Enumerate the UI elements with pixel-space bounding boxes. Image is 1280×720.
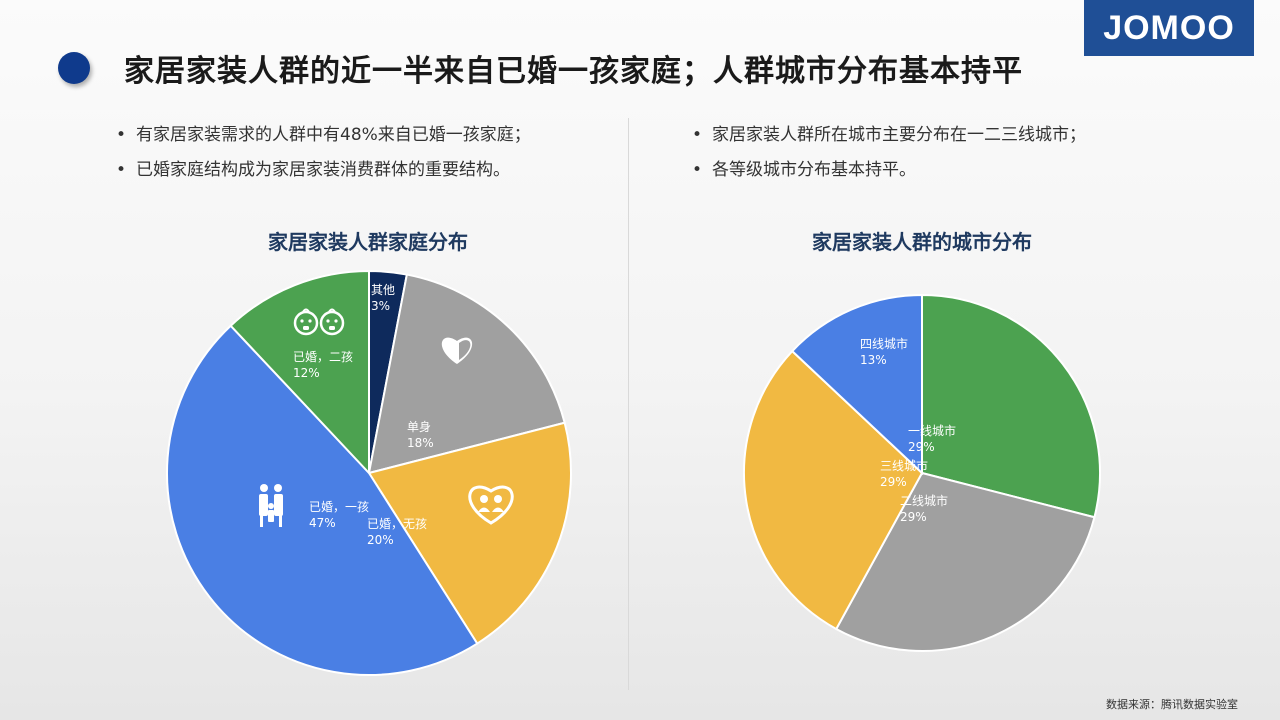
left-bullet-1: 有家居家装需求的人群中有48%来自已婚一孩家庭； bbox=[116, 118, 531, 153]
left-bullet-2: 已婚家庭结构成为家居家装消费群体的重要结构。 bbox=[116, 153, 531, 188]
slice-label-4: 已婚，二孩 bbox=[293, 350, 353, 364]
family-chart-title: 家居家装人群家庭分布 bbox=[268, 230, 468, 254]
slice-value-4: 12% bbox=[293, 366, 320, 380]
pie-slice-4 bbox=[229, 269, 370, 476]
jomoo-logo: JOMOO bbox=[1084, 0, 1254, 56]
slice-value-2: 20% bbox=[367, 533, 394, 547]
city-chart-title: 家居家装人群的城市分布 bbox=[812, 230, 1032, 254]
pie-slice-2 bbox=[367, 421, 572, 645]
slice-value-1: 18% bbox=[407, 436, 434, 450]
twin-babies-icon bbox=[293, 308, 345, 336]
pie-slice-2 bbox=[743, 349, 924, 631]
pie-slices bbox=[166, 269, 572, 676]
pie-labels: 一线城市 29% 二线城市 29% 三线城市 29% 四线城市 13% bbox=[860, 336, 956, 524]
right-bullet-2: 各等级城市分布基本持平。 bbox=[692, 153, 1086, 188]
slice-value-0: 29% bbox=[908, 440, 935, 454]
pie-slice-3 bbox=[790, 293, 923, 476]
slice-label-1: 二线城市 bbox=[900, 493, 948, 508]
slice-value-3: 13% bbox=[860, 353, 887, 367]
family-icon bbox=[259, 484, 283, 527]
slice-value-0: 3% bbox=[371, 299, 390, 313]
title-bullet-dot bbox=[58, 52, 90, 84]
slice-label-0: 其他 bbox=[371, 283, 395, 297]
right-bullet-1: 家居家装人群所在城市主要分布在一二三线城市； bbox=[692, 118, 1086, 153]
slice-value-3: 47% bbox=[309, 516, 336, 530]
slice-label-2: 已婚，无孩 bbox=[367, 517, 427, 531]
pie-slice-1 bbox=[834, 471, 1096, 652]
right-bullet-list: 家居家装人群所在城市主要分布在一二三线城市； 各等级城市分布基本持平。 bbox=[692, 118, 1086, 188]
data-source-note: 数据来源：腾讯数据实验室 bbox=[1106, 698, 1238, 711]
slice-label-1: 单身 bbox=[407, 419, 431, 434]
slice-label-3: 已婚，一孩 bbox=[309, 500, 369, 514]
heart-icon bbox=[441, 337, 473, 364]
column-divider bbox=[628, 118, 629, 690]
page-title: 家居家装人群的近一半来自已婚一孩家庭；人群城市分布基本持平 bbox=[124, 54, 1023, 89]
pie-slice-1 bbox=[367, 273, 566, 475]
slice-label-0: 一线城市 bbox=[908, 423, 956, 438]
couple-icon bbox=[468, 485, 514, 525]
pie-slice-0 bbox=[921, 293, 1101, 519]
slice-value-1: 29% bbox=[900, 510, 927, 524]
pie-slices bbox=[743, 293, 1101, 652]
slice-label-2: 三线城市 bbox=[880, 458, 928, 473]
slice-label-3: 四线城市 bbox=[860, 336, 908, 351]
left-bullet-list: 有家居家装需求的人群中有48%来自已婚一孩家庭； 已婚家庭结构成为家居家装消费群… bbox=[116, 118, 531, 188]
pie-slice-3 bbox=[166, 324, 479, 676]
pie-icons bbox=[259, 308, 514, 527]
slice-value-2: 29% bbox=[880, 475, 907, 489]
pie-labels: 其他 3% 单身 18% 已婚，无孩 20% 已婚，一孩 47% 已婚，二孩 12% bbox=[293, 283, 434, 547]
